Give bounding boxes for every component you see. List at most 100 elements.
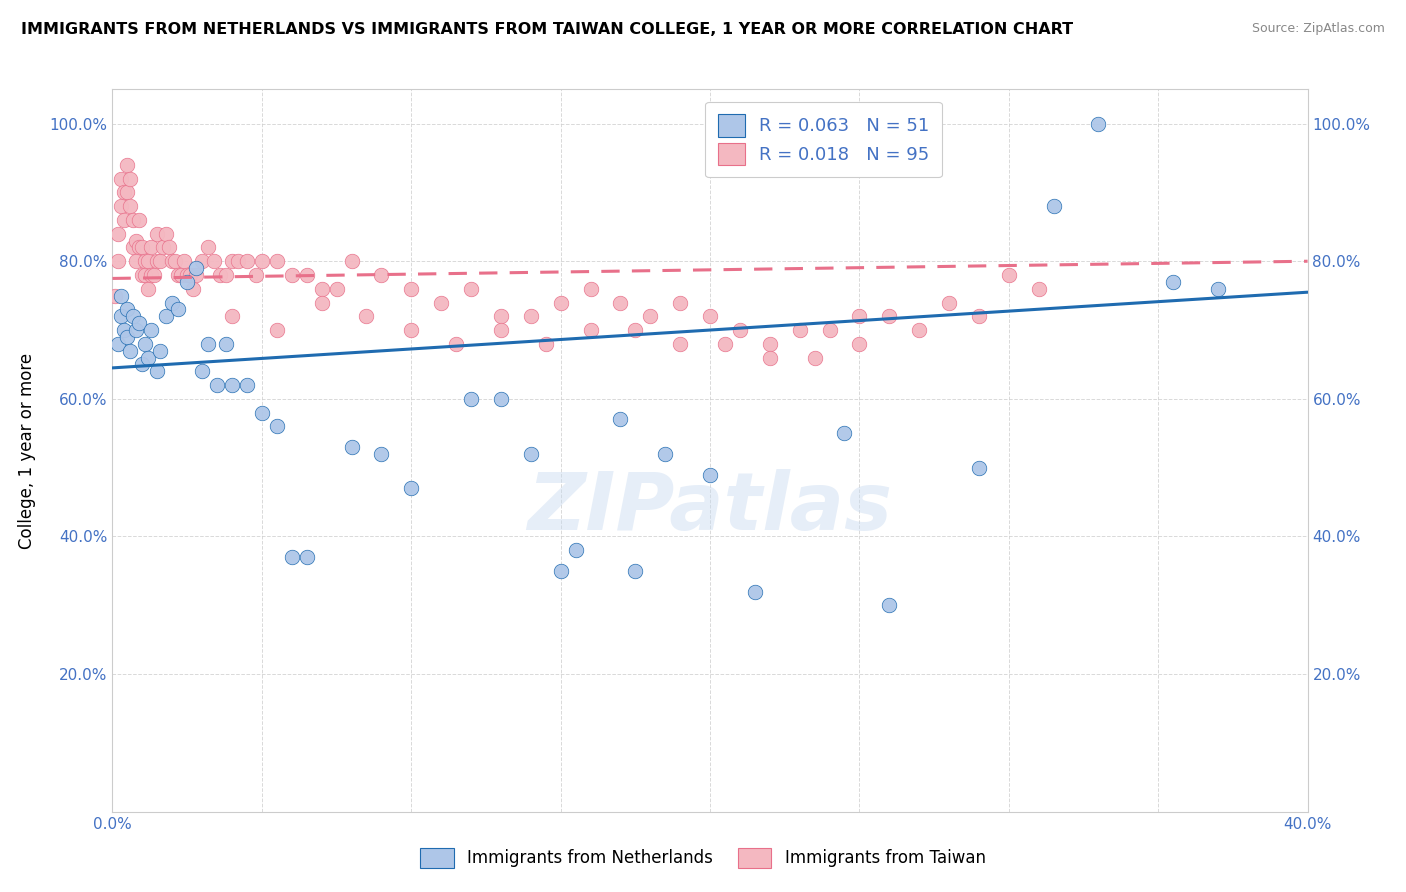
Y-axis label: College, 1 year or more: College, 1 year or more [18, 352, 35, 549]
Point [1028, 282, 1050, 296]
Point [146, 227, 169, 241]
Point [138, 254, 160, 268]
Point [157, 240, 180, 254]
Point [176, 275, 198, 289]
Point [340, 440, 363, 454]
Point [550, 295, 572, 310]
Point [340, 254, 363, 268]
Point [281, 550, 304, 565]
Point [167, 302, 190, 317]
Point [110, 310, 132, 324]
Point [250, 406, 273, 420]
Point [110, 171, 132, 186]
Point [114, 213, 135, 227]
Point [186, 261, 208, 276]
Point [179, 268, 201, 282]
Point [114, 186, 135, 200]
Point [141, 268, 163, 282]
Point [401, 481, 423, 495]
Point [226, 254, 249, 268]
Point [221, 254, 243, 268]
Point [215, 268, 238, 282]
Point [879, 310, 901, 324]
Point [848, 336, 870, 351]
Point [131, 358, 153, 372]
Point [134, 254, 156, 268]
Point [266, 323, 288, 337]
Point [401, 282, 423, 296]
Point [191, 364, 214, 378]
Point [236, 254, 259, 268]
Point [120, 171, 142, 186]
Point [489, 310, 512, 324]
Point [138, 282, 160, 296]
Point [152, 240, 174, 254]
Point [669, 295, 692, 310]
Point [579, 323, 602, 337]
Point [128, 240, 150, 254]
Point [281, 268, 304, 282]
Point [370, 268, 392, 282]
Point [197, 240, 219, 254]
Point [818, 323, 841, 337]
Point [202, 254, 225, 268]
Point [128, 316, 150, 330]
Point [489, 392, 512, 406]
Point [564, 543, 586, 558]
Point [141, 240, 163, 254]
Point [295, 268, 318, 282]
Point [295, 550, 318, 565]
Point [311, 282, 333, 296]
Point [460, 282, 482, 296]
Point [117, 330, 139, 344]
Point [311, 295, 333, 310]
Point [120, 199, 142, 213]
Point [107, 227, 129, 241]
Point [654, 447, 676, 461]
Point [117, 186, 139, 200]
Point [167, 268, 190, 282]
Point [624, 323, 647, 337]
Point [181, 282, 204, 296]
Point [155, 227, 177, 241]
Point [714, 336, 737, 351]
Point [205, 378, 228, 392]
Point [162, 254, 183, 268]
Point [520, 447, 543, 461]
Point [221, 310, 243, 324]
Point [143, 268, 166, 282]
Point [162, 295, 183, 310]
Point [1042, 199, 1064, 213]
Point [430, 295, 453, 310]
Point [128, 213, 150, 227]
Point [209, 268, 232, 282]
Text: ZIPatlas: ZIPatlas [527, 469, 893, 548]
Point [117, 158, 139, 172]
Point [170, 268, 193, 282]
Point [401, 323, 423, 337]
Legend: Immigrants from Netherlands, Immigrants from Taiwan: Immigrants from Netherlands, Immigrants … [413, 841, 993, 875]
Point [908, 323, 931, 337]
Point [155, 310, 177, 324]
Point [534, 336, 557, 351]
Point [356, 310, 378, 324]
Point [325, 282, 347, 296]
Point [624, 564, 647, 578]
Point [744, 584, 766, 599]
Point [107, 336, 129, 351]
Point [122, 310, 145, 324]
Point [125, 254, 148, 268]
Point [221, 378, 243, 392]
Point [146, 364, 169, 378]
Point [848, 310, 870, 324]
Point [197, 336, 219, 351]
Point [125, 323, 148, 337]
Point [520, 310, 543, 324]
Point [236, 378, 259, 392]
Point [125, 234, 148, 248]
Point [1206, 282, 1229, 296]
Point [789, 323, 811, 337]
Point [149, 254, 172, 268]
Point [759, 351, 782, 365]
Point [609, 295, 631, 310]
